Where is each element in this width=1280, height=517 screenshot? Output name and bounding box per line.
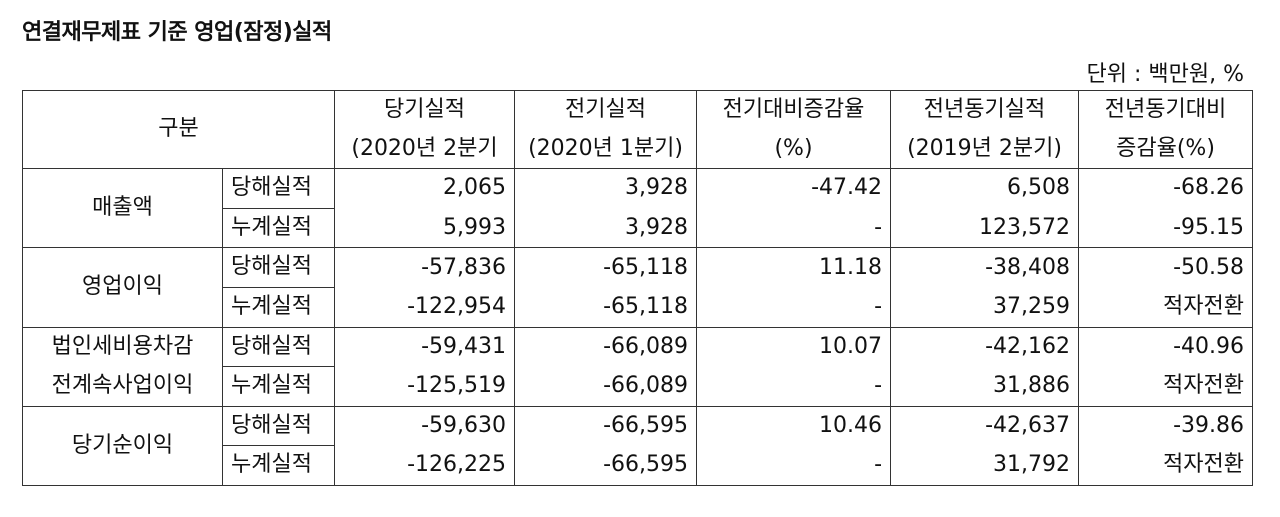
value-cell: - bbox=[696, 287, 892, 328]
header-yoy-unit: 증감율(%) bbox=[1078, 129, 1254, 170]
header-previous-period: (2020년 1분기) bbox=[514, 129, 698, 170]
value-cell: -40.96 bbox=[1078, 326, 1254, 367]
value-cell: -66,089 bbox=[514, 366, 698, 407]
value-cell: - bbox=[696, 208, 892, 249]
header-qoq: 전기대비증감율 bbox=[696, 89, 892, 130]
earnings-table: 구분 당기실적 전기실적 전기대비증감율 전년동기실적 전년동기대비 (2020… bbox=[21, 89, 1254, 486]
row-type: 당해실적 bbox=[221, 326, 336, 368]
table-row: 당기순이익 당해실적 -59,630 -66,595 10.46 -42,637… bbox=[22, 405, 1254, 486]
header-current-period: (2020년 2분기 bbox=[334, 129, 516, 170]
value-cell: 2,065 bbox=[334, 168, 516, 209]
value-cell: -66,595 bbox=[514, 405, 698, 446]
header-yoy-period: (2019년 2분기) bbox=[890, 129, 1080, 170]
value-cell: 10.07 bbox=[696, 326, 892, 367]
value-cell: -125,519 bbox=[334, 366, 516, 407]
value-cell: -42,162 bbox=[890, 326, 1080, 367]
value-cell: - bbox=[696, 445, 892, 486]
value-cell: -66,595 bbox=[514, 445, 698, 486]
value-cell: 3,928 bbox=[514, 168, 698, 209]
category-label-line: 전계속사업이익 bbox=[51, 372, 194, 398]
row-type: 당해실적 bbox=[221, 168, 336, 209]
category-label: 매출액 bbox=[22, 168, 223, 249]
row-type: 누계실적 bbox=[221, 208, 336, 249]
row-type: 당해실적 bbox=[221, 247, 336, 288]
value-cell: -122,954 bbox=[334, 287, 516, 328]
table-row: 누계실적 -125,519 -66,089 - 31,886 적자전환 bbox=[23, 366, 1254, 407]
table-row: 누계실적 5,993 3,928 - 123,572 -95.15 bbox=[23, 208, 1254, 249]
category-label: 영업이익 bbox=[22, 247, 223, 328]
value-cell: -126,225 bbox=[334, 445, 516, 486]
value-cell: 123,572 bbox=[890, 208, 1080, 249]
value-cell: -65,118 bbox=[514, 247, 698, 288]
header-qoq-unit: (%) bbox=[696, 129, 892, 170]
row-type: 누계실적 bbox=[221, 287, 336, 328]
value-cell: 5,993 bbox=[334, 208, 516, 249]
value-cell: 적자전환 bbox=[1078, 287, 1254, 328]
table-row: 매출액 당해실적 2,065 3,928 -47.42 6,508 -68.26 bbox=[22, 168, 1254, 249]
value-cell: -50.58 bbox=[1078, 247, 1254, 288]
page-title: 연결재무제표 기준 영업(잠정)실적 bbox=[22, 20, 332, 45]
category-label: 당기순이익 bbox=[22, 405, 223, 486]
value-cell: 31,886 bbox=[890, 366, 1080, 407]
unit-label: 단위 : 백만원, % bbox=[1086, 62, 1245, 87]
header-yoy-change: 전년동기대비 bbox=[1078, 89, 1254, 130]
table-row: 법인세비용차감 전계속사업이익 당해실적 -59,431 -66,089 10.… bbox=[22, 326, 1254, 407]
value-cell: -59,630 bbox=[334, 405, 516, 446]
value-cell: 37,259 bbox=[890, 287, 1080, 328]
value-cell: 적자전환 bbox=[1078, 445, 1254, 486]
table-row: 영업이익 당해실적 -57,836 -65,118 11.18 -38,408 … bbox=[22, 247, 1254, 328]
value-cell: -68.26 bbox=[1078, 168, 1254, 209]
table-row: 누계실적 -126,225 -66,595 - 31,792 적자전환 bbox=[23, 445, 1254, 486]
header-current: 당기실적 bbox=[334, 89, 516, 130]
category-label: 법인세비용차감 전계속사업이익 bbox=[22, 326, 223, 407]
value-cell: -57,836 bbox=[334, 247, 516, 288]
value-cell: 6,508 bbox=[890, 168, 1080, 209]
value-cell: 10.46 bbox=[696, 405, 892, 446]
value-cell: 31,792 bbox=[890, 445, 1080, 486]
value-cell: -38,408 bbox=[890, 247, 1080, 288]
value-cell: -47.42 bbox=[696, 168, 892, 209]
value-cell: 3,928 bbox=[514, 208, 698, 249]
value-cell: -66,089 bbox=[514, 326, 698, 367]
header-yoy-value: 전년동기실적 bbox=[890, 89, 1080, 130]
value-cell: -59,431 bbox=[334, 326, 516, 367]
row-type: 당해실적 bbox=[221, 405, 336, 447]
value-cell: 적자전환 bbox=[1078, 366, 1254, 407]
category-label-line: 법인세비용차감 bbox=[51, 334, 194, 360]
header-previous: 전기실적 bbox=[514, 89, 698, 130]
value-cell: -39.86 bbox=[1078, 405, 1254, 446]
row-type: 누계실적 bbox=[221, 445, 336, 486]
value-cell: 11.18 bbox=[696, 247, 892, 288]
row-type: 누계실적 bbox=[221, 366, 336, 407]
value-cell: -42,637 bbox=[890, 405, 1080, 446]
value-cell: -95.15 bbox=[1078, 208, 1254, 249]
header-gubun: 구분 bbox=[21, 89, 336, 170]
value-cell: -65,118 bbox=[514, 287, 698, 328]
value-cell: - bbox=[696, 366, 892, 407]
